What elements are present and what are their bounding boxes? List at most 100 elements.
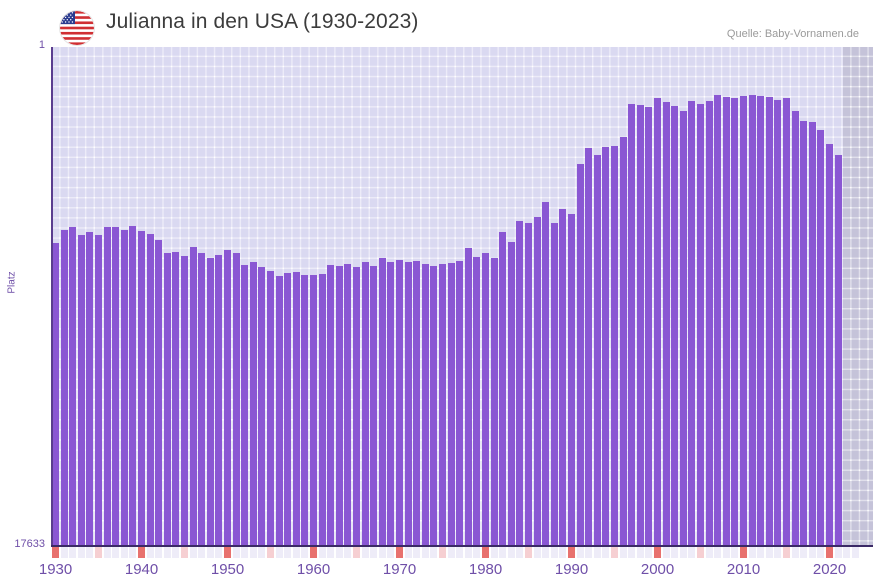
bar-2011[interactable] — [748, 95, 756, 545]
bar-1945[interactable] — [181, 255, 189, 545]
bar-1989[interactable] — [559, 208, 567, 545]
bar-2009[interactable] — [731, 98, 739, 545]
bar-1984[interactable] — [516, 220, 524, 545]
bar-2008[interactable] — [722, 96, 730, 545]
bar-2013[interactable] — [765, 96, 773, 545]
bar-1946[interactable] — [189, 247, 197, 545]
bar-1978[interactable] — [464, 248, 472, 545]
bar-1953[interactable] — [249, 262, 257, 545]
bar-1957[interactable] — [284, 272, 292, 545]
bar-1979[interactable] — [473, 256, 481, 545]
bar-2004[interactable] — [688, 101, 696, 545]
bar-2007[interactable] — [714, 94, 722, 545]
bar-2012[interactable] — [757, 95, 765, 545]
bar-1954[interactable] — [258, 267, 266, 545]
bar-1961[interactable] — [318, 274, 326, 545]
bar-1934[interactable] — [86, 232, 94, 545]
bar-2021[interactable] — [834, 154, 842, 545]
bar-2000[interactable] — [654, 98, 662, 545]
x-tick-label-2020: 2020 — [812, 561, 847, 578]
tick-marker-1991 — [576, 547, 584, 558]
bar-2014[interactable] — [774, 99, 782, 545]
bar-1976[interactable] — [447, 262, 455, 545]
bar-1996[interactable] — [619, 136, 627, 545]
bar-2019[interactable] — [817, 129, 825, 545]
bar-1951[interactable] — [232, 252, 240, 545]
bar-1988[interactable] — [550, 222, 558, 545]
bar-1971[interactable] — [404, 262, 412, 545]
bar-1966[interactable] — [361, 262, 369, 545]
bar-2018[interactable] — [808, 121, 816, 545]
bar-2002[interactable] — [671, 106, 679, 545]
bar-1958[interactable] — [292, 272, 300, 545]
bar-2001[interactable] — [662, 102, 670, 545]
bar-1970[interactable] — [396, 259, 404, 545]
bar-2017[interactable] — [800, 121, 808, 545]
bar-1973[interactable] — [421, 263, 429, 545]
bar-2003[interactable] — [679, 110, 687, 545]
bar-1994[interactable] — [602, 146, 610, 545]
bar-1982[interactable] — [499, 231, 507, 545]
bar-1950[interactable] — [224, 249, 232, 545]
bar-1981[interactable] — [490, 258, 498, 545]
bar-1959[interactable] — [301, 275, 309, 545]
bar-2006[interactable] — [705, 101, 713, 545]
bar-1931[interactable] — [60, 230, 68, 545]
bar-1992[interactable] — [585, 147, 593, 545]
bar-1990[interactable] — [568, 214, 576, 545]
bar-1944[interactable] — [172, 252, 180, 545]
bar-2016[interactable] — [791, 111, 799, 545]
tick-marker-1932 — [69, 547, 77, 558]
bar-1967[interactable] — [370, 266, 378, 545]
bar-1941[interactable] — [146, 233, 154, 545]
bar-1942[interactable] — [155, 239, 163, 545]
bar-1962[interactable] — [327, 264, 335, 545]
tick-marker-1946 — [189, 547, 197, 558]
bar-1974[interactable] — [430, 266, 438, 545]
bar-1956[interactable] — [275, 275, 283, 545]
bar-1977[interactable] — [456, 261, 464, 545]
bar-1960[interactable] — [310, 275, 318, 545]
bar-1980[interactable] — [482, 253, 490, 545]
bar-1963[interactable] — [335, 265, 343, 545]
bar-1965[interactable] — [353, 267, 361, 545]
bar-1943[interactable] — [163, 252, 171, 545]
tick-marker-2008 — [722, 547, 730, 558]
bar-1983[interactable] — [507, 241, 515, 545]
bar-1968[interactable] — [378, 257, 386, 545]
bar-1938[interactable] — [120, 230, 128, 545]
bar-2020[interactable] — [826, 144, 834, 545]
bar-1975[interactable] — [439, 264, 447, 545]
bar-1999[interactable] — [645, 107, 653, 545]
bar-1964[interactable] — [344, 263, 352, 545]
bar-1933[interactable] — [77, 234, 85, 545]
bar-1986[interactable] — [533, 216, 541, 545]
tick-marker-2001 — [662, 547, 670, 558]
bar-1939[interactable] — [129, 226, 137, 545]
bar-1930[interactable] — [52, 242, 60, 545]
tick-marker-2021 — [834, 547, 842, 558]
bar-2010[interactable] — [740, 96, 748, 545]
bar-1995[interactable] — [611, 146, 619, 545]
bar-1955[interactable] — [267, 270, 275, 545]
bar-1972[interactable] — [413, 261, 421, 545]
bar-1969[interactable] — [387, 262, 395, 545]
bar-1936[interactable] — [103, 227, 111, 545]
bar-1987[interactable] — [542, 201, 550, 545]
bar-1998[interactable] — [636, 104, 644, 545]
bar-2005[interactable] — [697, 103, 705, 545]
tick-marker-1933 — [77, 547, 85, 558]
bar-1993[interactable] — [593, 154, 601, 545]
bar-1949[interactable] — [215, 255, 223, 545]
bar-1932[interactable] — [69, 227, 77, 545]
bar-1935[interactable] — [95, 235, 103, 545]
bar-1991[interactable] — [576, 164, 584, 545]
bar-1952[interactable] — [241, 265, 249, 545]
bar-2015[interactable] — [783, 98, 791, 545]
bar-1985[interactable] — [525, 222, 533, 545]
bar-1997[interactable] — [628, 104, 636, 545]
bar-1940[interactable] — [138, 231, 146, 545]
bar-1947[interactable] — [198, 253, 206, 545]
bar-1948[interactable] — [206, 257, 214, 545]
bar-1937[interactable] — [112, 226, 120, 545]
